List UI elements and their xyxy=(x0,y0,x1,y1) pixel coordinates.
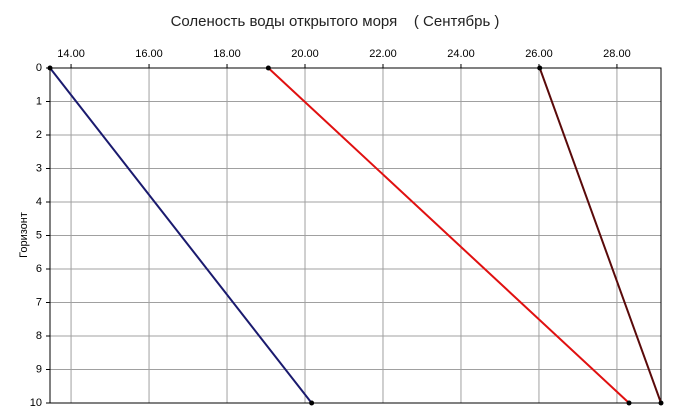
x-tick-label: 22.00 xyxy=(369,48,397,60)
y-tick-label: 3 xyxy=(36,162,42,174)
y-tick-label: 5 xyxy=(36,229,42,241)
x-tick-label: 14.00 xyxy=(57,48,85,60)
x-tick-label: 20.00 xyxy=(291,48,319,60)
y-tick-label: 7 xyxy=(36,296,42,308)
point xyxy=(265,65,271,71)
chart-title: Соленость воды открытого моря ( Сентябрь… xyxy=(171,13,500,30)
series-line xyxy=(49,67,313,404)
y-tick-label: 10 xyxy=(30,397,42,409)
x-tick-label: 18.00 xyxy=(213,48,241,60)
x-tick-label: 26.00 xyxy=(525,48,553,60)
y-tick-label: 0 xyxy=(36,62,42,74)
point xyxy=(537,65,543,71)
point xyxy=(309,400,315,406)
y-tick-label: 1 xyxy=(36,95,42,107)
series-line xyxy=(538,67,662,404)
y-tick-label: 2 xyxy=(36,129,42,141)
point xyxy=(658,400,664,406)
point xyxy=(626,400,632,406)
x-tick-label: 28.00 xyxy=(603,48,631,60)
x-tick-label: 24.00 xyxy=(447,48,475,60)
point xyxy=(47,65,53,71)
series-line xyxy=(267,67,630,404)
plot-border xyxy=(49,67,662,404)
x-tick-label: 16.00 xyxy=(135,48,163,60)
y-axis-label: Горизонт xyxy=(18,212,30,258)
y-tick-label: 8 xyxy=(36,330,42,342)
y-tick-label: 4 xyxy=(36,196,42,208)
y-tick-label: 6 xyxy=(36,263,42,275)
y-tick-label: 9 xyxy=(36,363,42,375)
